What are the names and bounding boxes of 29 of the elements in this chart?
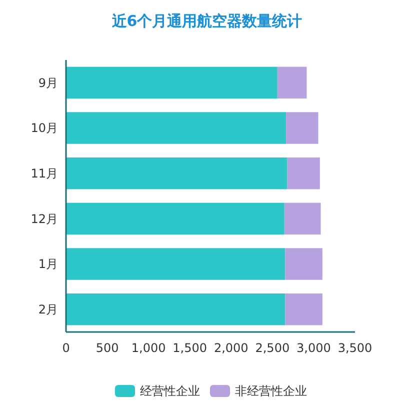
y-tick-label: 11月 bbox=[30, 166, 58, 181]
bar bbox=[285, 248, 322, 280]
bar bbox=[66, 157, 288, 190]
y-tick-label: 9月 bbox=[38, 76, 58, 90]
y-tick-label: 12月 bbox=[30, 212, 58, 226]
bar bbox=[277, 66, 307, 99]
x-tick-label: 0 bbox=[62, 341, 70, 355]
x-tick-label: 1,000 bbox=[131, 341, 166, 355]
x-tick-label: 3,000 bbox=[296, 341, 331, 355]
x-tick-label: 500 bbox=[96, 341, 119, 355]
bar bbox=[66, 293, 286, 326]
x-tick-label: 1,500 bbox=[172, 341, 208, 355]
bar bbox=[286, 112, 318, 144]
bar bbox=[66, 202, 284, 235]
bar bbox=[66, 248, 286, 280]
y-tick-label: 10月 bbox=[30, 121, 58, 136]
x-tick-label: 2,000 bbox=[214, 341, 248, 355]
bar bbox=[66, 112, 286, 144]
chart-title: 近6个月通用航空器数量统计 bbox=[110, 12, 302, 30]
y-tick-label: 1月 bbox=[38, 257, 58, 272]
x-tick-label: 2,500 bbox=[255, 341, 290, 355]
legend-label: 经营性企业 bbox=[140, 384, 200, 398]
y-tick-label: 2月 bbox=[38, 302, 58, 317]
bar bbox=[66, 66, 278, 99]
bar bbox=[285, 293, 322, 326]
bar bbox=[287, 157, 320, 190]
legend-label: 非经营性企业 bbox=[235, 384, 307, 398]
bar bbox=[284, 202, 321, 235]
x-tick-label: 3,500 bbox=[338, 341, 372, 355]
